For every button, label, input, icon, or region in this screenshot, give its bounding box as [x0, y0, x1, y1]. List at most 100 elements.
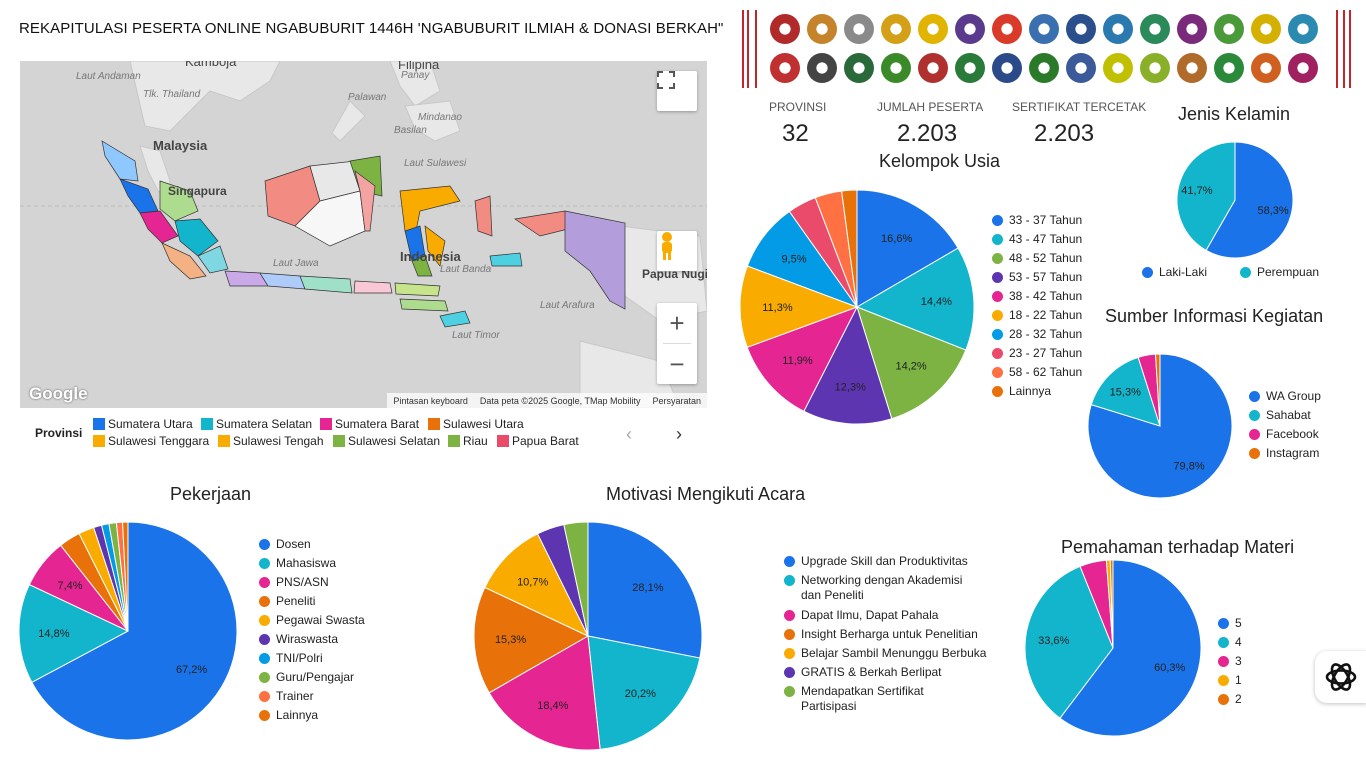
sumber-slice[interactable] — [1090, 356, 1161, 427]
usia-legend-item[interactable]: 33 - 37 Tahun — [992, 213, 1082, 228]
sumber-legend-item[interactable]: Facebook — [1249, 427, 1319, 442]
legend-item[interactable]: Sumatera Selatan — [201, 417, 312, 431]
legend-item[interactable]: Sulawesi Utara — [428, 417, 524, 431]
usia-legend-item[interactable]: 53 - 57 Tahun — [992, 270, 1082, 285]
usia-slice[interactable] — [739, 265, 859, 348]
map-label: Laut Jawa — [273, 258, 319, 269]
legend-item[interactable]: Riau — [448, 434, 488, 448]
usia-legend-item[interactable]: 58 - 62 Tahun — [992, 365, 1082, 380]
motivasi-slice[interactable] — [563, 521, 589, 637]
pekerjaan-legend-item[interactable]: Dosen — [259, 537, 311, 552]
pekerjaan-legend-item[interactable]: Trainer — [259, 689, 314, 704]
motivasi-legend-item[interactable]: GRATIS & Berkah Berlipat — [784, 665, 942, 680]
legend-label: Insight Berharga untuk Penelitian — [801, 627, 978, 642]
pekerjaan-legend-item[interactable]: Wiraswasta — [259, 632, 338, 647]
pekerjaan-slice[interactable] — [31, 521, 238, 741]
pemahaman-legend-item[interactable]: 1 — [1218, 673, 1242, 688]
usia-slice[interactable] — [841, 189, 858, 308]
legend-swatch — [93, 418, 105, 430]
partner-logo — [1251, 53, 1281, 83]
legend-item[interactable]: Sulawesi Tengah — [218, 434, 324, 448]
sertifikat-value: 2.203 — [1034, 120, 1095, 147]
pekerjaan-legend-item[interactable]: Pegawai Swasta — [259, 613, 365, 628]
motivasi-legend-item[interactable]: Insight Berharga untuk Penelitian — [784, 627, 978, 642]
motivasi-slice[interactable] — [587, 521, 703, 659]
usia-slice[interactable] — [746, 306, 859, 412]
legend-item[interactable]: Sumatera Barat — [320, 417, 419, 431]
gender-legend-item[interactable]: Perempuan — [1240, 265, 1319, 280]
legend-dot — [259, 634, 270, 645]
legend-swatch — [448, 435, 460, 447]
zoom-in-button[interactable]: + — [669, 307, 685, 338]
motivasi-legend-item[interactable]: Dapat Ilmu, Dapat Pahala — [784, 608, 938, 623]
legend-label: 2 — [1235, 692, 1242, 706]
pemahaman-slice[interactable] — [1024, 565, 1114, 719]
legend-label: Sulawesi Selatan — [348, 434, 441, 448]
pekerjaan-slice[interactable] — [18, 583, 130, 683]
legend-item[interactable]: Sulawesi Selatan — [333, 434, 440, 448]
pemahaman-legend-item[interactable]: 2 — [1218, 692, 1242, 707]
pekerjaan-legend-item[interactable]: Peneliti — [259, 594, 315, 609]
usia-legend-item[interactable]: 18 - 22 Tahun — [992, 308, 1082, 323]
legend-prev-button[interactable]: ‹ — [626, 424, 632, 444]
usia-legend-item[interactable]: 23 - 27 Tahun — [992, 346, 1082, 361]
usia-legend-item[interactable]: 48 - 52 Tahun — [992, 251, 1082, 266]
usia-slice[interactable] — [856, 306, 967, 420]
legend-dot — [992, 291, 1003, 302]
pekerjaan-legend-item[interactable]: Mahasiswa — [259, 556, 336, 571]
legend-label: Mahasiswa — [276, 556, 337, 570]
gender-slice[interactable] — [1205, 141, 1294, 259]
legend-next-button[interactable]: › — [676, 424, 682, 444]
motivasi-slice[interactable] — [488, 635, 601, 751]
keyboard-shortcuts-link[interactable]: Pintasan keyboard — [393, 395, 468, 406]
motivasi-legend-item[interactable]: Mendapatkan Sertifikat Partisipasi — [784, 684, 924, 714]
street-view-button[interactable] — [657, 231, 697, 271]
sumber-legend-item[interactable]: Instagram — [1249, 446, 1319, 461]
pekerjaan-legend-item[interactable]: Guru/Pengajar — [259, 670, 354, 685]
sumber-slice[interactable] — [1154, 353, 1161, 427]
legend-item[interactable]: Sulawesi Tenggara — [93, 434, 209, 448]
motivasi-slice[interactable] — [587, 635, 701, 750]
pemahaman-slice[interactable] — [1059, 559, 1202, 737]
motivasi-slice[interactable] — [473, 586, 590, 694]
usia-legend-item[interactable]: 38 - 42 Tahun — [992, 289, 1082, 304]
pemahaman-legend-item[interactable]: 4 — [1218, 635, 1242, 650]
map-canvas[interactable] — [20, 61, 707, 408]
pekerjaan-legend-item[interactable]: Lainnya — [259, 708, 318, 723]
motivasi-legend-item[interactable]: Networking dengan Akademisi dan Peneliti — [784, 573, 962, 603]
usia-slice[interactable] — [803, 305, 893, 425]
usia-legend-item[interactable]: Lainnya — [992, 384, 1051, 399]
sumber-slice[interactable] — [1087, 353, 1233, 499]
pekerjaan-legend-item[interactable]: TNI/Polri — [259, 651, 323, 666]
pekerjaan-slice[interactable] — [121, 521, 129, 632]
legend-label: Belajar Sambil Menunggu Berbuka — [801, 646, 986, 661]
pekerjaan-legend-item[interactable]: PNS/ASN — [259, 575, 329, 590]
legend-item[interactable]: Sumatera Utara — [93, 417, 193, 431]
motivasi-legend-item[interactable]: Upgrade Skill dan Produktivitas — [784, 554, 968, 569]
province-map[interactable]: Laut Andaman Kamboja Filipina Panay Tlk.… — [20, 61, 707, 408]
usia-legend-item[interactable]: 28 - 32 Tahun — [992, 327, 1082, 342]
fullscreen-button[interactable] — [657, 71, 697, 111]
stripe — [742, 10, 744, 88]
partner-logo — [770, 53, 800, 83]
pemahaman-legend-item[interactable]: 5 — [1218, 616, 1242, 631]
usia-legend-item[interactable]: 43 - 47 Tahun — [992, 232, 1082, 247]
usia-slice-label: 14,4% — [921, 296, 952, 308]
usia-slice[interactable] — [855, 247, 975, 351]
pemahaman-legend-item[interactable]: 3 — [1218, 654, 1242, 669]
gender-legend-item[interactable]: Laki-Laki — [1142, 265, 1207, 280]
gender-slice[interactable] — [1176, 141, 1236, 251]
zoom-out-button[interactable]: − — [669, 348, 685, 379]
legend-label-line: dan Peneliti — [801, 588, 864, 602]
terms-link[interactable]: Persyaratan — [652, 395, 701, 406]
page-title: REKAPITULASI PESERTA ONLINE NGABUBURIT 1… — [19, 20, 724, 37]
motivasi-slice[interactable] — [484, 533, 590, 638]
sumber-legend-item[interactable]: WA Group — [1249, 389, 1321, 404]
assistant-button[interactable] — [1315, 651, 1366, 703]
legend-dot — [992, 253, 1003, 264]
legend-item[interactable]: Papua Barat — [497, 434, 579, 448]
sumber-legend-item[interactable]: Sahabat — [1249, 408, 1311, 423]
usia-slice[interactable] — [856, 189, 959, 308]
motivasi-legend-item[interactable]: Belajar Sambil Menunggu Berbuka — [784, 646, 986, 661]
pemahaman-slice[interactable] — [1109, 559, 1114, 649]
